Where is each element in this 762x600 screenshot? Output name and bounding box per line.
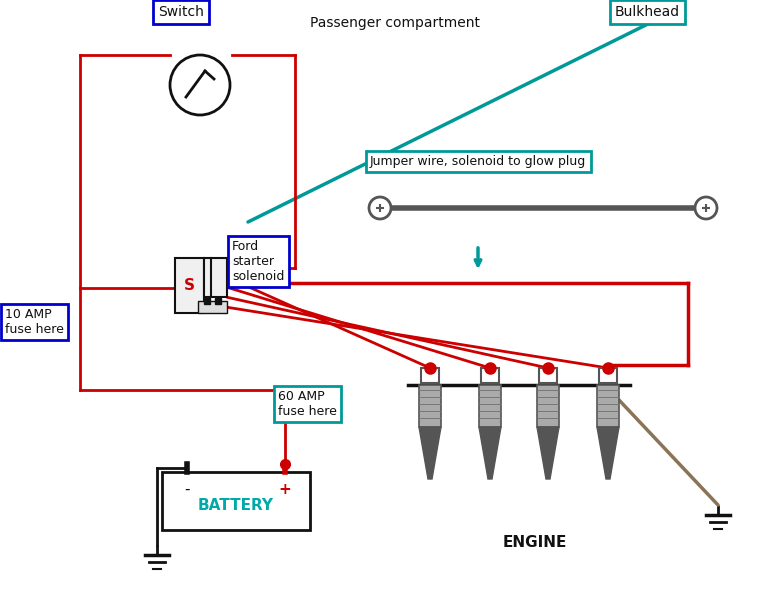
Text: BATTERY: BATTERY (198, 499, 274, 514)
Polygon shape (537, 427, 559, 479)
Text: +: + (279, 482, 291, 497)
FancyBboxPatch shape (599, 368, 617, 383)
FancyBboxPatch shape (597, 385, 619, 427)
Text: ENGINE: ENGINE (503, 535, 567, 550)
Text: 60 AMP
fuse here: 60 AMP fuse here (278, 390, 337, 418)
FancyBboxPatch shape (481, 368, 499, 383)
Polygon shape (419, 427, 441, 479)
FancyBboxPatch shape (203, 258, 227, 296)
FancyBboxPatch shape (479, 385, 501, 427)
Text: S: S (184, 278, 194, 293)
FancyBboxPatch shape (539, 368, 557, 383)
FancyBboxPatch shape (421, 368, 439, 383)
FancyBboxPatch shape (537, 385, 559, 427)
Text: Jumper wire, solenoid to glow plug: Jumper wire, solenoid to glow plug (370, 155, 586, 168)
Text: Ford
starter
solenoid: Ford starter solenoid (232, 240, 284, 283)
Text: Switch: Switch (158, 5, 204, 19)
Text: 10 AMP
fuse here: 10 AMP fuse here (5, 308, 64, 336)
FancyBboxPatch shape (175, 258, 203, 313)
Text: Passenger compartment: Passenger compartment (310, 16, 480, 30)
Text: -: - (184, 482, 190, 497)
Text: Bulkhead: Bulkhead (615, 5, 680, 19)
Polygon shape (479, 427, 501, 479)
FancyBboxPatch shape (198, 301, 227, 313)
FancyBboxPatch shape (162, 472, 310, 530)
FancyBboxPatch shape (419, 385, 441, 427)
Polygon shape (597, 427, 619, 479)
